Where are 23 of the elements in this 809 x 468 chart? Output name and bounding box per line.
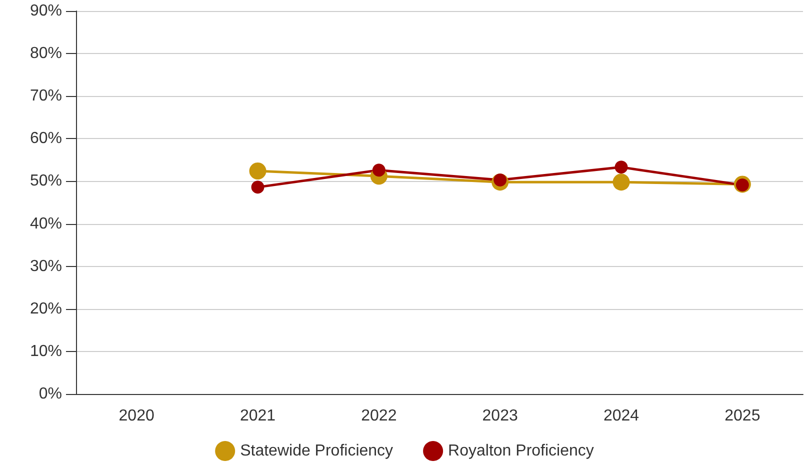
y-tick-label: 40% [30, 215, 62, 232]
point [251, 180, 264, 194]
y-tick-label: 70% [30, 88, 62, 105]
y-tick-label: 50% [30, 172, 62, 190]
x-tick-label: 2020 [118, 408, 154, 424]
x-tick-label: 2025 [724, 408, 760, 424]
y-tick-label: 60% [30, 130, 62, 148]
legend-label: Royalton Proficiency [448, 442, 594, 460]
y-tick-label: 20% [30, 300, 62, 318]
point [614, 160, 628, 174]
y-tick-label: 90% [30, 2, 62, 20]
y-tick-label: 80% [30, 45, 62, 62]
legend-label: Statewide Proficiency [240, 442, 394, 460]
y-tick-label: 10% [30, 342, 62, 360]
point [372, 164, 386, 177]
y-tick-label: 30% [30, 258, 62, 275]
x-tick-label: 2024 [603, 408, 640, 424]
point [612, 174, 630, 191]
y-tick-label: 0% [38, 386, 62, 402]
x-tick-label: 2023 [482, 408, 518, 424]
x-tick-label: 2022 [361, 408, 397, 424]
x-tick-label: 2021 [240, 408, 276, 424]
point [249, 162, 266, 180]
